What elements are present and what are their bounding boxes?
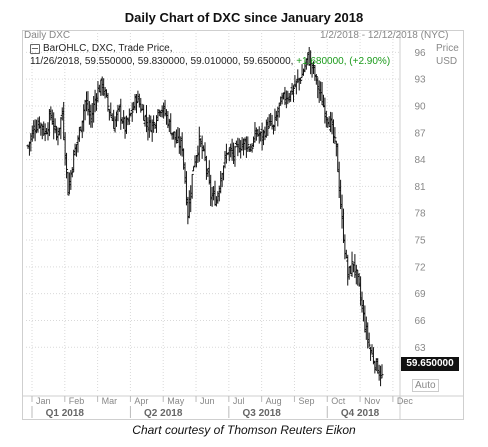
y-tick-label: 93 — [414, 75, 426, 86]
legend-date: 11/26/2018, — [30, 56, 83, 67]
x-tick-label: Oct — [331, 396, 346, 406]
x-tick-label: Apr — [134, 396, 148, 406]
y-tick-label: 90 — [414, 101, 426, 112]
y-tick-label: 87 — [414, 128, 426, 139]
legend-change: +1.680000, (+2.90%) — [296, 56, 391, 67]
price-label: Price — [436, 43, 459, 54]
x-tick-label: Nov — [364, 396, 381, 406]
y-tick-label: 75 — [414, 236, 426, 247]
price-axis-header: Price USD — [436, 42, 459, 68]
price-chart[interactable]: 63 66 69 72 75 78 81 84 87 90 93 96 Jan Feb Mar Apr May J… — [22, 30, 464, 420]
x-tick-label: Aug — [266, 396, 282, 406]
y-tick-label: 72 — [414, 262, 426, 273]
x-tick-label: Jan — [36, 396, 51, 406]
quarter-label: Q3 2018 — [242, 408, 281, 419]
ticker-label: Daily DXC — [24, 30, 71, 41]
chart-caption: Chart courtesy of Thomson Reuters Eikon — [132, 423, 356, 437]
last-price-tag: 59.650000 — [401, 357, 459, 371]
x-tick-label: May — [167, 396, 185, 406]
chart-panel[interactable]: 63 66 69 72 75 78 81 84 87 90 93 96 Jan Feb Mar Apr May J… — [22, 30, 464, 420]
quarter-label: Q1 2018 — [46, 408, 85, 419]
legend-series-desc: BarOHLC, DXC, Trade Price, — [43, 43, 173, 54]
x-tick-label: Jun — [200, 396, 215, 406]
legend: BarOHLC, DXC, Trade Price, 11/26/2018, 5… — [30, 43, 390, 67]
chart-frame — [22, 30, 464, 420]
quarter-label: Q2 2018 — [144, 408, 183, 419]
x-tick-label: Feb — [69, 396, 85, 406]
x-tick-label: Sep — [298, 396, 314, 406]
date-range-label: 1/2/2018 - 12/12/2018 (NYC) — [320, 30, 449, 41]
series-options-icon[interactable] — [30, 43, 40, 54]
chart-title: Daily Chart of DXC since January 2018 — [124, 10, 364, 25]
quarter-label: Q4 2018 — [341, 408, 380, 419]
legend-ohlc: 59.550000, 59.830000, 59.010000, 59.6500… — [84, 56, 294, 67]
auto-scale-button[interactable]: Auto — [412, 379, 439, 392]
currency-label: USD — [436, 56, 458, 67]
x-tick-label: Dec — [397, 396, 414, 406]
y-tick-label: 66 — [414, 316, 426, 327]
x-tick-label: Mar — [102, 396, 118, 406]
y-tick-label: 81 — [414, 182, 426, 193]
y-tick-label: 96 — [414, 48, 426, 59]
x-tick-label: Jul — [233, 396, 245, 406]
y-tick-label: 69 — [414, 289, 426, 300]
y-tick-label: 84 — [414, 155, 426, 166]
y-tick-label: 63 — [414, 343, 426, 354]
y-tick-label: 78 — [414, 209, 426, 220]
